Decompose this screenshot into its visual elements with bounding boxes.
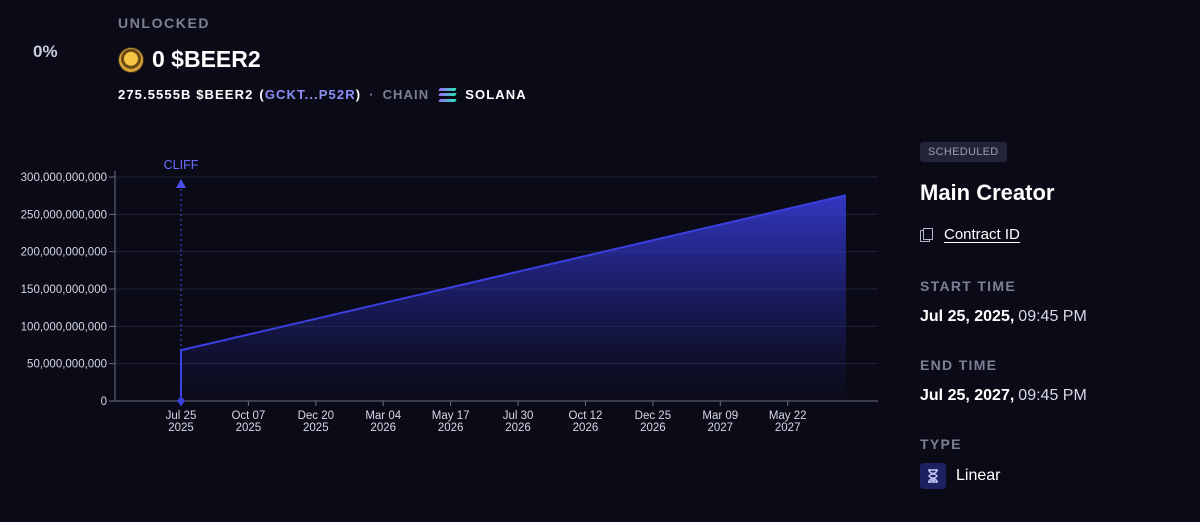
type-value: Linear [956,467,1001,484]
end-time: 09:45 PM [1018,387,1087,404]
contract-id-link[interactable]: Contract ID [944,226,1020,243]
cliff-arrow-icon [176,179,186,188]
chain-label: CHAIN [382,87,430,102]
x-tick-label: May 22 [769,410,807,422]
contract-id-row[interactable]: Contract ID [920,226,1020,243]
unlocked-percent: 0% [33,42,58,61]
y-tick-label: 100,000,000,000 [21,321,107,333]
cliff-label: CLIFF [164,158,199,172]
unlocked-amount-row: 0 $BEER2 [118,46,261,73]
x-tick-year-label: 2026 [573,422,599,434]
start-time-label: START TIME [920,278,1016,294]
separator-dot: · [369,87,375,102]
x-tick-year-label: 2025 [168,422,194,434]
y-tick-label: 200,000,000,000 [21,247,107,259]
y-tick-label: 250,000,000,000 [21,209,107,221]
start-time-value: Jul 25, 2025, 09:45 PM [920,308,1087,326]
vesting-chart: 0 50,000,000,000 100,000,000,000 150,000,00… [21,158,878,434]
x-tick-label: Mar 04 [365,410,401,422]
x-tick-label: Dec 25 [635,410,671,422]
address-open-paren: ( [259,87,265,102]
hourglass-icon [920,463,946,489]
y-tick-label: 300,000,000,000 [21,172,107,184]
x-tick-year-label: 2027 [707,422,733,434]
x-tick-label: May 17 [432,410,470,422]
address-close-paren: ) [355,87,362,102]
x-tick-label: Mar 09 [702,410,738,422]
copy-icon[interactable] [920,228,933,242]
x-tick-year-label: 2026 [640,422,666,434]
start-date: Jul 25, 2025, [920,308,1015,325]
end-time-label: END TIME [920,357,998,373]
x-tick-year-label: 2026 [438,422,464,434]
unlocked-amount: 0 $BEER2 [152,46,261,72]
y-tick-label: 50,000,000,000 [27,359,107,371]
end-time-value: Jul 25, 2027, 09:45 PM [920,387,1087,405]
beer-token-logo-icon [118,46,144,73]
token-address-link[interactable]: GCKT...P52R [264,87,356,102]
token-meta-row: 275.5555B $BEER2 ( GCKT...P52R ) · CHAIN… [118,87,527,102]
chain-name: SOLANA [465,87,527,102]
total-amount: 275.5555B $BEER2 [118,87,254,102]
type-label: TYPE [920,436,962,452]
vesting-area-fill [181,195,846,401]
unlocked-label: UNLOCKED [118,15,211,31]
x-tick-label: Dec 20 [298,410,334,422]
x-tick-year-label: 2025 [303,422,329,434]
y-tick-label: 0 [101,396,107,408]
status-badge: SCHEDULED [920,142,1007,162]
end-date: Jul 25, 2027, [920,387,1015,404]
x-tick-year-label: 2026 [370,422,396,434]
recipient-name: Main Creator [920,180,1055,205]
start-point-marker [177,396,185,406]
x-tick-year-label: 2027 [775,422,801,434]
x-tick-label: Jul 30 [503,410,534,422]
x-tick-year-label: 2025 [236,422,262,434]
x-tick-year-label: 2026 [505,422,531,434]
x-tick-label: Oct 12 [569,410,603,422]
start-time: 09:45 PM [1018,308,1087,325]
x-tick-label: Oct 07 [231,410,265,422]
type-row: Linear [920,463,1000,489]
x-tick-label: Jul 25 [166,410,197,422]
solana-icon [438,87,457,102]
y-tick-label: 150,000,000,000 [21,284,107,296]
